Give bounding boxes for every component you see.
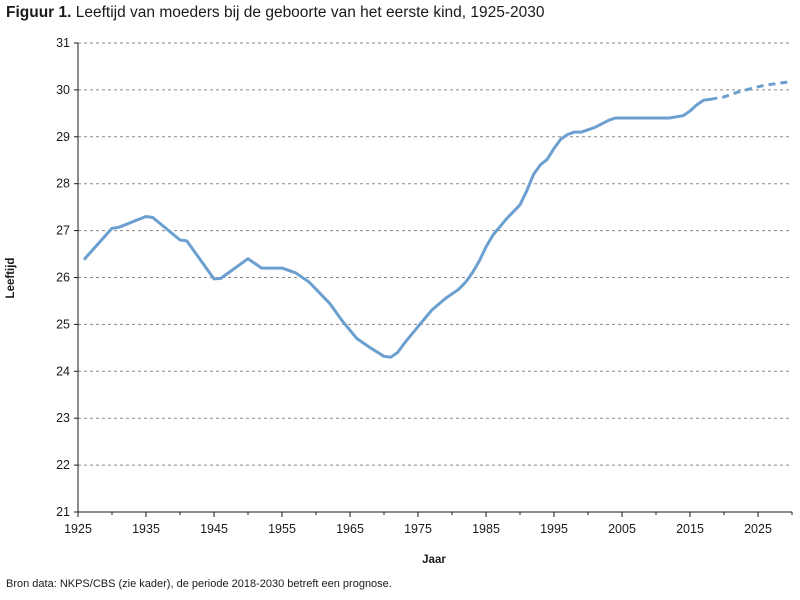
y-tick-label: 30 — [56, 83, 70, 97]
x-tick-label: 1925 — [64, 522, 92, 536]
x-tick-label: 2015 — [676, 522, 704, 536]
forecast-series-line — [710, 80, 793, 101]
x-tick-label: 2025 — [744, 522, 772, 536]
y-tick-label: 25 — [56, 317, 70, 331]
y-tick-label: 26 — [56, 271, 70, 285]
figure-title-text: Leeftijd van moeders bij de geboorte van… — [75, 4, 545, 21]
x-tick-label: 1965 — [336, 522, 364, 536]
figure-title: Figuur 1. Leeftijd van moeders bij de ge… — [6, 4, 545, 22]
y-tick-label: 23 — [56, 411, 70, 425]
x-tick-labels: 1925 1935 1945 1955 1965 1975 1985 1995 2005 2015… — [64, 522, 772, 536]
source-note: Bron data: NKPS/CBS (zie kader), de peri… — [6, 578, 392, 590]
y-tick-label: 22 — [56, 458, 70, 472]
axes — [74, 42, 793, 517]
y-tick-label: 27 — [56, 224, 70, 238]
x-tick-label: 1975 — [404, 522, 432, 536]
gridlines — [78, 42, 792, 466]
x-tick-label: 1995 — [540, 522, 568, 536]
x-tick-label: 1945 — [200, 522, 228, 536]
y-tick-label: 28 — [56, 177, 70, 191]
x-tick-label: 1935 — [132, 522, 160, 536]
y-tick-label: 29 — [56, 130, 70, 144]
y-tick-label: 24 — [56, 364, 70, 378]
y-axis-label: Leeftijd — [5, 258, 17, 299]
x-axis-label: Jaar — [422, 554, 446, 566]
y-tick-label: 21 — [56, 505, 70, 519]
figure-label: Figuur 1. — [6, 4, 72, 21]
series-lines — [83, 80, 793, 359]
x-tick-label: 1985 — [472, 522, 500, 536]
x-tick-label: 1955 — [268, 522, 296, 536]
y-tick-labels: 21 22 23 24 25 26 27 28 29 30 31 — [56, 36, 70, 519]
x-tick-label: 2005 — [608, 522, 636, 536]
y-tick-label: 31 — [56, 36, 70, 50]
observed-series-line — [83, 97, 712, 359]
